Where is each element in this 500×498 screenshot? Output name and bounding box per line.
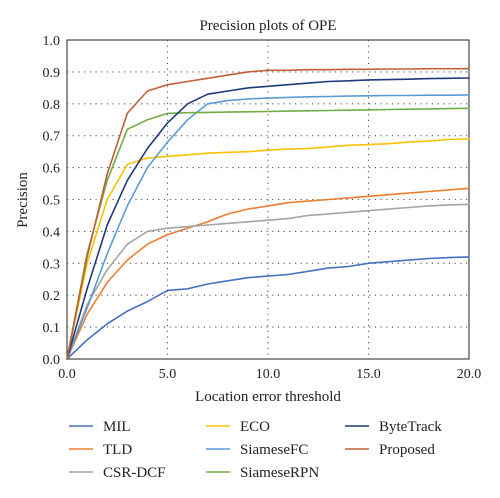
y-tick-label: 0.2: [43, 289, 61, 304]
series-line-bytetrack: [66, 77, 470, 360]
y-tick-label: 0.9: [43, 66, 61, 81]
legend: MIL TLD CSR-DCF ECO SiameseFC SiameseRPN ByteT…: [69, 419, 442, 481]
x-tick-label: 10.0: [256, 367, 281, 382]
series-line-mil: [66, 256, 470, 360]
chart-title: Precision plots of OPE: [199, 18, 336, 34]
x-tick-label: 20.0: [457, 367, 482, 382]
x-tick-label: 15.0: [356, 367, 381, 382]
legend-label-proposed: Proposed: [379, 442, 435, 458]
x-tick-label: 0.0: [58, 367, 76, 382]
y-tick-label: 0.0: [43, 353, 61, 368]
y-axis-title: Precision: [15, 172, 31, 228]
legend-label-bytetrack: ByteTrack: [379, 419, 442, 435]
y-tick-label: 0.5: [43, 194, 61, 209]
legend-label-eco: ECO: [240, 419, 270, 435]
legend-label-tld: TLD: [103, 442, 132, 458]
legend-label-csr-dcf: CSR-DCF: [103, 465, 166, 481]
y-tick-label: 0.6: [43, 162, 61, 177]
y-tick-label: 0.7: [43, 130, 61, 145]
x-tick-label: 5.0: [159, 367, 177, 382]
y-tick-label: 0.3: [43, 257, 61, 272]
series-line-csr-dcf: [66, 203, 470, 360]
series-line-siameserpn: [66, 107, 470, 360]
series-line-eco: [66, 138, 470, 360]
series-line-proposed: [66, 67, 470, 360]
legend-label-siameserpn: SiameseRPN: [240, 465, 319, 481]
tick-label-layer: 0.0 0.1 0.2 0.3 0.4 0.5 0.6 0.7 0.8 0.9 1.0 0.0 5.0 1…: [43, 34, 482, 382]
y-tick-label: 0.8: [43, 98, 61, 113]
y-tick-label: 1.0: [43, 34, 61, 49]
legend-label-mil: MIL: [103, 419, 131, 435]
legend-label-siamesefc: SiameseFC: [240, 442, 308, 458]
x-axis-title: Location error threshold: [195, 389, 341, 405]
y-tick-label: 0.1: [43, 321, 61, 336]
series-line-siamesefc: [66, 94, 470, 360]
series-layer: [66, 67, 470, 360]
series-line-tld: [66, 187, 470, 360]
y-tick-label: 0.4: [43, 225, 61, 240]
